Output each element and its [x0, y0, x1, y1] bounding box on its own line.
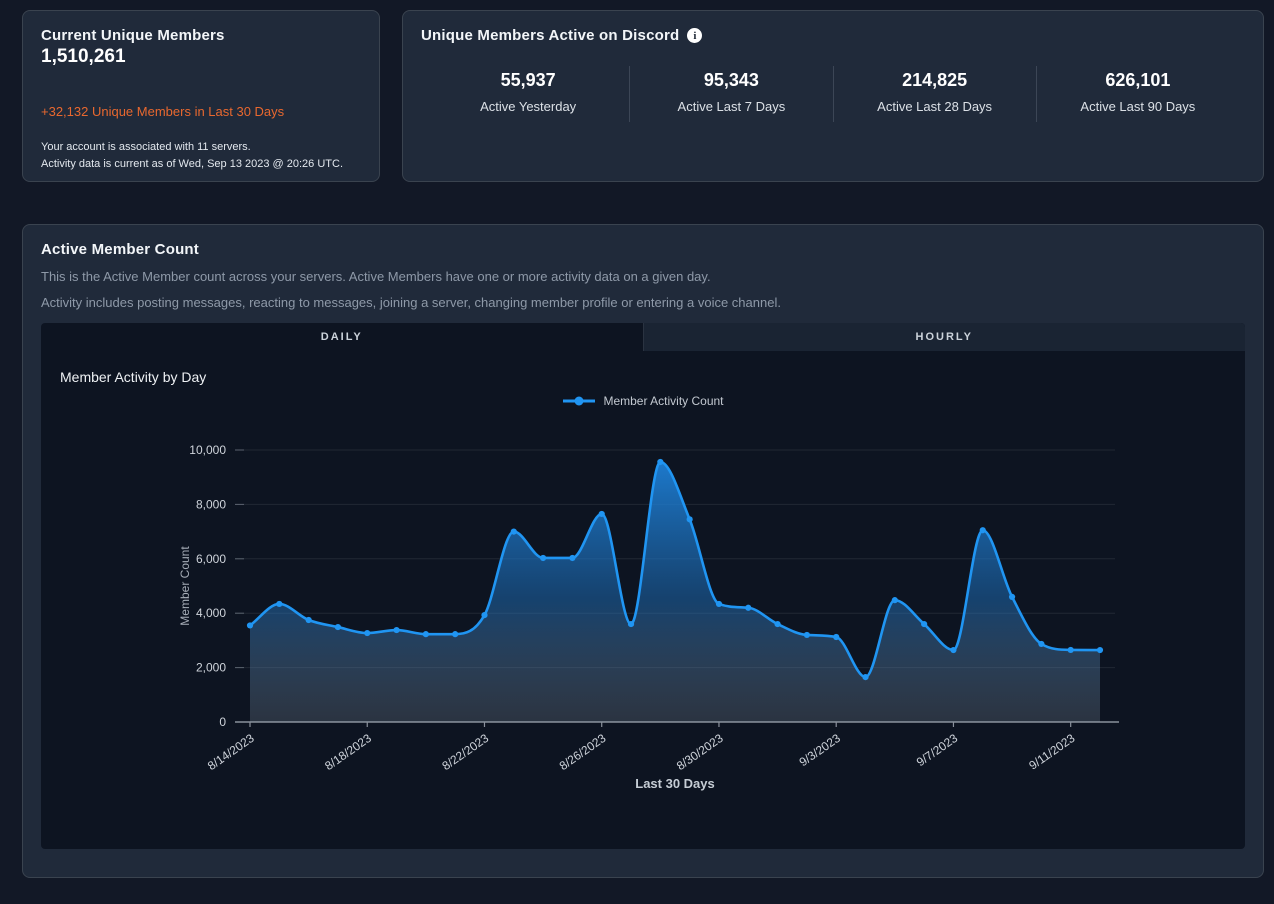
legend-item[interactable]: Member Activity Count: [41, 394, 1245, 408]
data-point[interactable]: [511, 529, 517, 535]
stat-value: 214,825: [834, 70, 1036, 91]
data-point[interactable]: [657, 459, 663, 465]
data-point[interactable]: [1097, 647, 1103, 653]
y-tick-label: 2,000: [196, 661, 226, 675]
stat-label: Active Yesterday: [427, 99, 629, 114]
series-area-fill: [250, 462, 1100, 722]
card-title: Unique Members Active on Discord: [421, 27, 679, 44]
chart-panel: DAILYHOURLY Member Activity by Day Membe…: [41, 323, 1245, 849]
x-tick-label: 8/26/2023: [557, 731, 609, 773]
data-point[interactable]: [393, 627, 399, 633]
y-tick-label: 10,000: [189, 443, 226, 457]
data-point[interactable]: [628, 621, 634, 627]
stat-item: 626,101 Active Last 90 Days: [1036, 66, 1239, 122]
x-tick-label: 9/7/2023: [914, 731, 961, 769]
stat-value: 626,101: [1037, 70, 1239, 91]
data-point[interactable]: [599, 511, 605, 517]
x-tick-label: 9/11/2023: [1026, 731, 1077, 773]
y-tick-label: 0: [219, 715, 226, 729]
x-tick-label: 9/3/2023: [797, 731, 844, 769]
x-axis-title: Last 30 Days: [635, 776, 715, 791]
chart-description-2: Activity includes posting messages, reac…: [41, 295, 1245, 310]
data-point[interactable]: [335, 624, 341, 630]
stats-row: 55,937 Active Yesterday95,343 Active Las…: [421, 66, 1245, 122]
stat-item: 95,343 Active Last 7 Days: [629, 66, 832, 122]
data-point[interactable]: [921, 621, 927, 627]
data-point[interactable]: [569, 555, 575, 561]
data-point[interactable]: [452, 631, 458, 637]
data-point[interactable]: [745, 605, 751, 611]
current-unique-members-card: Current Unique Members 1,510,261 +32,132…: [22, 10, 380, 182]
data-point[interactable]: [364, 630, 370, 636]
data-point[interactable]: [540, 555, 546, 561]
data-point[interactable]: [716, 601, 722, 607]
data-current-footnote: Activity data is current as of Wed, Sep …: [41, 156, 361, 173]
active-on-discord-card: Unique Members Active on Discord i 55,93…: [402, 10, 1264, 182]
data-point[interactable]: [950, 647, 956, 653]
stat-label: Active Last 28 Days: [834, 99, 1036, 114]
legend-line-dot-icon: [562, 396, 596, 406]
card-title: Current Unique Members: [41, 27, 361, 44]
data-point[interactable]: [1009, 594, 1015, 600]
data-point[interactable]: [306, 617, 312, 623]
stat-label: Active Last 7 Days: [630, 99, 832, 114]
data-point[interactable]: [247, 622, 253, 628]
x-axis: 8/14/2023 8/18/2023 8/22/2023 8/26/2023 8/30…: [205, 722, 1119, 773]
stat-item: 214,825 Active Last 28 Days: [833, 66, 1036, 122]
data-point[interactable]: [276, 601, 282, 607]
data-point[interactable]: [980, 527, 986, 533]
members-delta-text: +32,132 Unique Members in Last 30 Days: [41, 104, 361, 119]
x-tick-label: 8/22/2023: [439, 731, 491, 773]
data-point[interactable]: [774, 621, 780, 627]
data-point[interactable]: [1068, 647, 1074, 653]
stat-label: Active Last 90 Days: [1037, 99, 1239, 114]
active-member-count-card: Active Member Count This is the Active M…: [22, 224, 1264, 878]
card-footnotes: Your account is associated with 11 serve…: [41, 139, 361, 173]
y-tick-label: 4,000: [196, 606, 226, 620]
data-point[interactable]: [833, 634, 839, 640]
legend-label: Member Activity Count: [603, 394, 723, 408]
x-tick-label: 8/14/2023: [205, 731, 257, 773]
chart-description-1: This is the Active Member count across y…: [41, 269, 1245, 284]
data-point[interactable]: [862, 674, 868, 680]
unique-members-value: 1,510,261: [41, 46, 361, 68]
chart-tabs: DAILYHOURLY: [41, 323, 1245, 351]
data-point[interactable]: [481, 612, 487, 618]
y-axis-title: Member Count: [178, 546, 192, 626]
stat-value: 95,343: [630, 70, 832, 91]
data-point[interactable]: [804, 632, 810, 638]
x-tick-label: 8/30/2023: [674, 731, 726, 773]
stat-item: 55,937 Active Yesterday: [427, 66, 629, 122]
y-tick-label: 8,000: [196, 497, 226, 511]
stat-value: 55,937: [427, 70, 629, 91]
chart-title: Member Activity by Day: [60, 369, 1245, 385]
card-title: Active Member Count: [41, 241, 1245, 258]
tab-daily[interactable]: DAILY: [41, 323, 643, 351]
servers-footnote: Your account is associated with 11 serve…: [41, 139, 361, 156]
member-activity-chart[interactable]: 0 2,000 4,000 6,000 8,000 10,000 8/14/2023 8/18…: [41, 412, 1245, 806]
x-tick-label: 8/18/2023: [322, 731, 374, 773]
data-point[interactable]: [423, 631, 429, 637]
data-point[interactable]: [892, 597, 898, 603]
info-icon[interactable]: i: [687, 28, 702, 43]
data-point[interactable]: [687, 516, 693, 522]
y-tick-label: 6,000: [196, 552, 226, 566]
tab-hourly[interactable]: HOURLY: [643, 323, 1246, 351]
data-point[interactable]: [1038, 641, 1044, 647]
